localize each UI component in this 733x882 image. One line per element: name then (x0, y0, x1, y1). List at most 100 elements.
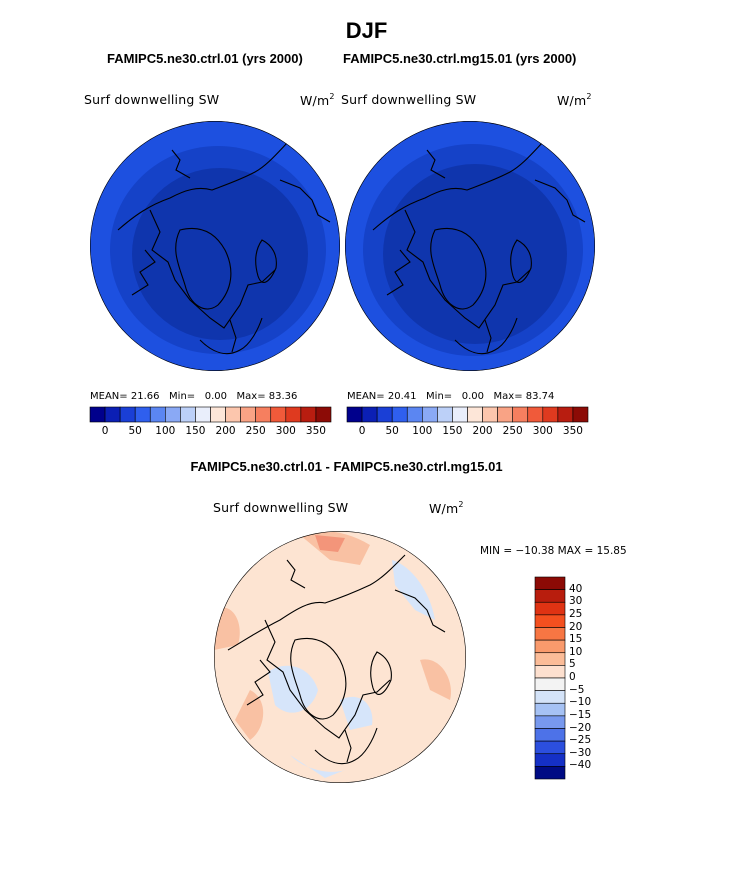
colorbar2-swatch (346, 406, 363, 423)
colorbar3-swatch (534, 715, 566, 729)
colorbar1-tick: 0 (101, 425, 109, 437)
colorbar2-swatch (452, 406, 468, 423)
colorbar3-swatch (534, 652, 566, 666)
colorbar2-swatch (361, 406, 378, 423)
colorbar3-swatch (534, 665, 566, 679)
difference-title: FAMIPC5.ne30.ctrl.01 - FAMIPC5.ne30.ctrl… (190, 459, 503, 474)
colorbar3-swatch (534, 614, 566, 628)
colorbar2-tick: 300 (532, 425, 553, 437)
colorbar3-swatch (534, 627, 566, 641)
panel2-coastlines (372, 139, 586, 355)
colorbar3-swatch (534, 589, 566, 603)
colorbar2-tick: 100 (412, 425, 433, 437)
colorbar2-swatch (542, 406, 559, 423)
colorbar2-tick: 150 (442, 425, 463, 437)
colorbar3-tick: 15 (569, 633, 583, 646)
colorbar3-tick: 10 (569, 645, 583, 658)
panel1-coastlines (117, 139, 331, 355)
colorbar1-swatch (240, 406, 256, 423)
colorbar3-swatch (534, 601, 566, 616)
colorbars (89, 406, 589, 780)
colorbar2-swatch (512, 406, 529, 423)
colorbar3-tick: 5 (569, 658, 576, 671)
difference-coastlines (227, 554, 446, 765)
difference-variable: Surf downwelling SW (213, 500, 349, 515)
colorbar1-swatch (300, 406, 317, 423)
panel1-inner-fill (132, 168, 308, 340)
colorbar2-swatch (497, 406, 513, 423)
colorbar2-swatch (391, 406, 408, 423)
colorbar1-swatch (89, 406, 106, 423)
panel2-case-title: FAMIPC5.ne30.ctrl.mg15.01 (yrs 2000) (343, 51, 577, 66)
colorbar2-swatch (467, 406, 483, 423)
colorbar3-tick: −10 (569, 696, 592, 709)
panel2-units: W/m2 (557, 92, 592, 108)
colorbar1-swatch (225, 406, 241, 423)
colorbar1-swatch (134, 406, 151, 423)
colorbar3-tick: 0 (569, 671, 576, 683)
panel1-units: W/m2 (300, 92, 335, 108)
colorbar3-tick: 30 (569, 595, 583, 608)
colorbar2-tick: 250 (502, 425, 523, 437)
colorbar3-tick: 40 (569, 582, 583, 595)
colorbar1-tick: 350 (305, 425, 326, 437)
colorbar3-swatch (534, 576, 566, 590)
difference-background (214, 531, 466, 783)
colorbar1-swatch (315, 406, 332, 423)
colorbar3-tick: −5 (569, 683, 585, 696)
panel1-variable: Surf downwelling SW (84, 92, 220, 107)
colorbar1-tick: 300 (275, 425, 296, 437)
colorbar1-tick: 200 (215, 425, 236, 437)
colorbar1-swatch (285, 406, 302, 423)
colorbar2-swatch (406, 406, 423, 423)
colorbar3-swatch (534, 766, 566, 780)
panel2-inner-fill (383, 164, 567, 344)
main-title: DJF (345, 18, 388, 43)
colorbar3-tick: 25 (569, 607, 583, 620)
panel2-map (345, 121, 595, 371)
colorbar2-swatch (482, 406, 498, 423)
panel2-stats: MEAN= 20.41 Min= 0.00 Max= 83.74 (347, 391, 555, 402)
colorbar1-swatch (210, 406, 226, 423)
colorbar3-tick: −25 (569, 734, 592, 747)
difference-minmax: MIN = −10.38 MAX = 15.85 (480, 545, 627, 557)
colorbar3-tick: −40 (569, 759, 592, 772)
colorbar2-swatch (422, 406, 438, 423)
colorbar3-swatch (534, 728, 566, 742)
colorbar1-tick: 50 (128, 425, 142, 437)
colorbar3-tick: −15 (569, 708, 592, 721)
panel1-map (90, 121, 340, 371)
panel2-variable: Surf downwelling SW (341, 92, 477, 107)
panel1-stats: MEAN= 21.66 Min= 0.00 Max= 83.36 (90, 391, 298, 402)
colorbar2-swatch (437, 406, 453, 423)
difference-units: W/m2 (429, 500, 464, 516)
colorbar3-tick: −30 (569, 746, 592, 759)
difference-map (214, 531, 466, 783)
colorbar1-swatch (149, 406, 166, 423)
colorbar3-swatch (534, 740, 566, 755)
colorbar3-tick: −20 (569, 721, 592, 734)
colorbar1-swatch (255, 406, 272, 423)
colorbar3-swatch (534, 690, 566, 704)
colorbar3-swatch (534, 702, 566, 717)
colorbar1-swatch (104, 406, 121, 423)
colorbar1-tick: 150 (185, 425, 206, 437)
colorbar1-swatch (195, 406, 211, 423)
colorbar3-swatch (534, 677, 566, 691)
colorbar2-swatch (557, 406, 574, 423)
colorbar3-swatch (534, 753, 566, 767)
colorbar2-swatch (376, 406, 393, 423)
colorbar1-swatch (119, 406, 136, 423)
panel1-case-title: FAMIPC5.ne30.ctrl.01 (yrs 2000) (107, 51, 303, 66)
colorbar1-swatch (270, 406, 287, 423)
colorbar2-tick: 350 (562, 425, 583, 437)
colorbar1-tick: 250 (245, 425, 266, 437)
colorbar2-tick: 0 (358, 425, 366, 437)
colorbar1-tick: 100 (155, 425, 176, 437)
colorbar2-swatch (572, 406, 589, 423)
colorbar1-swatch (165, 406, 181, 423)
colorbar2-tick: 200 (472, 425, 493, 437)
colorbar2-tick: 50 (385, 425, 399, 437)
colorbar1-swatch (180, 406, 196, 423)
